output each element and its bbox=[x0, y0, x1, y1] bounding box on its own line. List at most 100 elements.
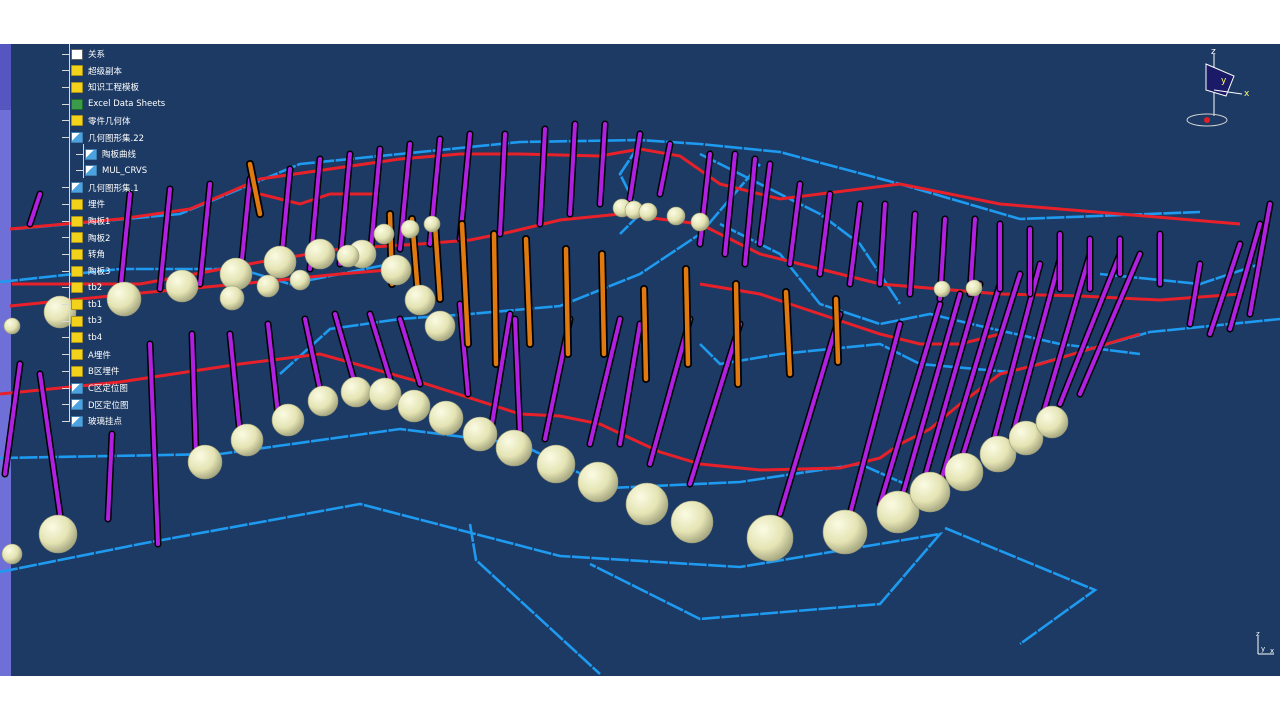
anchor-sphere bbox=[400, 219, 420, 239]
tree-node-label: 陶板3 bbox=[88, 267, 111, 278]
tree-node[interactable]: tb2 bbox=[62, 280, 102, 296]
tree-node[interactable]: 超级副本 bbox=[62, 63, 122, 79]
tree-connector bbox=[62, 270, 69, 272]
tree-node[interactable]: B区埋件 bbox=[62, 363, 119, 379]
tree-connector bbox=[62, 86, 69, 88]
tree-node[interactable]: tb1 bbox=[62, 297, 102, 313]
tree-node[interactable]: tb3 bbox=[62, 313, 102, 329]
purple-member bbox=[333, 312, 357, 386]
purple-member bbox=[398, 317, 422, 386]
tree-node-label: 知识工程模板 bbox=[88, 83, 140, 94]
mini-axis-y-label: y bbox=[1261, 645, 1265, 653]
anchor-sphere bbox=[271, 403, 305, 437]
tree-connector bbox=[62, 53, 69, 55]
anchor-spheres bbox=[1, 198, 1069, 565]
purple-member bbox=[1038, 252, 1092, 426]
orange-member bbox=[491, 231, 499, 367]
tree-node[interactable]: 知识工程模板 bbox=[62, 79, 139, 95]
tree-node[interactable]: tb4 bbox=[62, 330, 102, 346]
tree-connector bbox=[76, 170, 83, 172]
folder-icon bbox=[71, 282, 83, 294]
tree-node[interactable]: 埋件 bbox=[62, 196, 105, 212]
tree-node[interactable]: A埋件 bbox=[62, 347, 111, 363]
purple-member bbox=[198, 182, 212, 286]
orange-member bbox=[599, 251, 607, 357]
anchor-sphere bbox=[263, 245, 297, 279]
tree-node[interactable]: 陶板曲线 bbox=[76, 146, 136, 162]
anchor-sphere bbox=[336, 244, 360, 268]
tree-node[interactable]: 陶板2 bbox=[62, 230, 110, 246]
tree-node-label: MUL_CRVS bbox=[102, 165, 148, 176]
tree-node-label: 玻璃挂点 bbox=[88, 417, 123, 428]
left-scroll-strip[interactable] bbox=[0, 44, 11, 676]
specification-tree[interactable]: 关系 超级副本知识工程模板 Excel Data Sheets 零件几何体几何图形集.… bbox=[62, 44, 182, 434]
geometric-set-icon bbox=[71, 182, 83, 194]
folder-icon bbox=[71, 65, 83, 77]
tree-node-label: B区埋件 bbox=[88, 367, 120, 378]
tree-node-label: 陶板2 bbox=[88, 233, 111, 244]
anchor-sphere bbox=[876, 490, 920, 534]
anchor-sphere bbox=[423, 215, 441, 233]
folder-icon bbox=[71, 365, 83, 377]
tree-connector bbox=[62, 304, 69, 305]
anchor-sphere bbox=[536, 444, 576, 484]
blue-guide-curve bbox=[618, 143, 642, 235]
compass-icon[interactable]: z y x bbox=[1178, 46, 1258, 136]
anchor-sphere bbox=[495, 429, 533, 467]
tree-node[interactable]: D区定位图 bbox=[62, 397, 129, 413]
tree-node[interactable]: 几何图形集.1 bbox=[62, 180, 139, 196]
purple-member bbox=[1188, 262, 1202, 326]
3d-viewport[interactable]: 关系 超级副本知识工程模板 Excel Data Sheets 零件几何体几何图形集.… bbox=[0, 44, 1280, 676]
purple-member bbox=[648, 317, 692, 466]
tree-connector bbox=[62, 120, 69, 122]
tree-node[interactable]: 几何图形集.22 bbox=[62, 130, 144, 146]
tree-node[interactable]: 转角 bbox=[62, 246, 105, 262]
blue-guide-curve bbox=[719, 222, 1141, 356]
purple-member bbox=[158, 187, 172, 291]
scroll-thumb[interactable] bbox=[0, 44, 11, 110]
anchor-sphere bbox=[397, 389, 431, 423]
anchor-sphere bbox=[638, 202, 658, 222]
tree-node[interactable]: 陶板1 bbox=[62, 213, 110, 229]
tree-node-label: 几何图形集.22 bbox=[88, 133, 145, 144]
tree-node[interactable]: 关系 bbox=[62, 46, 105, 62]
tree-connector bbox=[62, 404, 69, 406]
anchor-sphere bbox=[944, 452, 984, 492]
tree-connector bbox=[62, 420, 69, 422]
tree-connector bbox=[62, 370, 69, 372]
tree-node-label: 陶板曲线 bbox=[102, 150, 137, 161]
orange-member bbox=[523, 236, 533, 347]
relations-icon bbox=[71, 48, 83, 60]
tree-connector bbox=[62, 203, 69, 205]
model-scene[interactable] bbox=[0, 44, 1280, 676]
purple-member bbox=[568, 122, 577, 216]
purple-member bbox=[723, 152, 737, 256]
purple-member bbox=[106, 432, 114, 521]
tree-node[interactable]: C区定位图 bbox=[62, 380, 128, 396]
purple-member bbox=[118, 192, 132, 296]
orange-member bbox=[459, 221, 471, 347]
orange-member bbox=[641, 286, 649, 382]
mini-axis-x-label: x bbox=[1270, 647, 1274, 655]
folder-icon bbox=[71, 232, 83, 244]
tree-node[interactable]: 玻璃挂点 bbox=[62, 413, 122, 429]
axis-triad-icon: z y x bbox=[1250, 630, 1280, 662]
purple-member bbox=[878, 302, 942, 506]
anchor-sphere bbox=[307, 385, 339, 417]
purple-member bbox=[918, 282, 982, 496]
tree-connector bbox=[62, 337, 69, 339]
purple-member bbox=[338, 152, 352, 266]
tree-node[interactable]: 陶板3 bbox=[62, 263, 110, 279]
tree-node[interactable]: Excel Data Sheets bbox=[62, 96, 165, 112]
tree-node[interactable]: 零件几何体 bbox=[62, 113, 131, 129]
purple-member bbox=[1228, 222, 1262, 331]
blue-guide-curve bbox=[0, 427, 906, 490]
anchor-sphere bbox=[666, 206, 686, 226]
tree-node[interactable]: MUL_CRVS bbox=[76, 163, 147, 179]
anchor-sphere bbox=[340, 376, 372, 408]
purple-member bbox=[228, 332, 242, 436]
orange-member bbox=[563, 246, 571, 357]
tree-connector bbox=[83, 144, 84, 178]
purple-member bbox=[658, 142, 672, 196]
mini-axis-z-label: z bbox=[1256, 632, 1260, 638]
